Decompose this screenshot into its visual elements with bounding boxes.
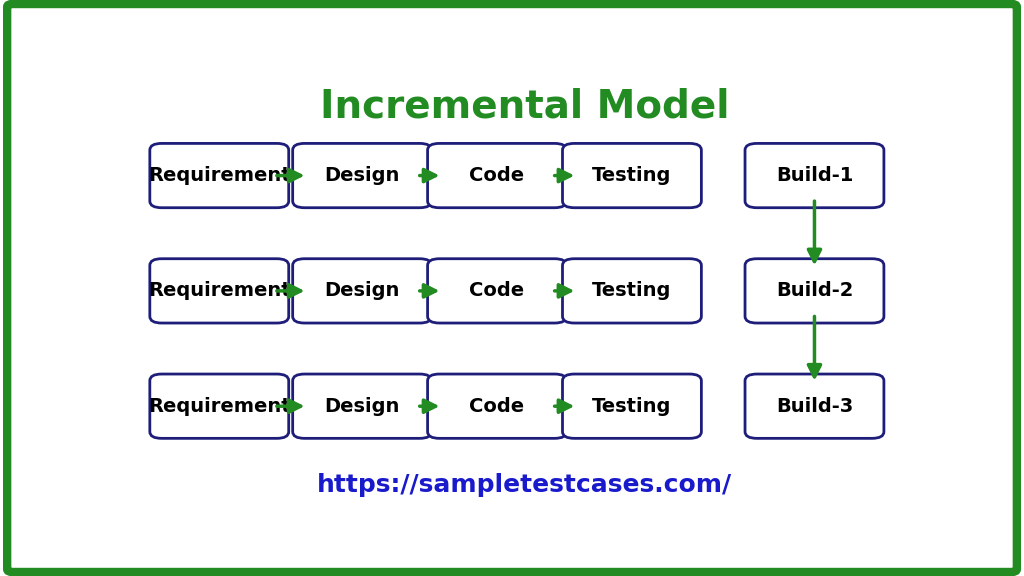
- Text: Design: Design: [325, 166, 399, 185]
- FancyBboxPatch shape: [745, 374, 884, 438]
- Text: Code: Code: [469, 166, 524, 185]
- FancyBboxPatch shape: [150, 259, 289, 323]
- Text: Testing: Testing: [592, 282, 672, 300]
- FancyBboxPatch shape: [562, 374, 701, 438]
- Text: Testing: Testing: [592, 397, 672, 416]
- Text: Build-3: Build-3: [776, 397, 853, 416]
- FancyBboxPatch shape: [745, 143, 884, 208]
- Text: Code: Code: [469, 282, 524, 300]
- FancyBboxPatch shape: [562, 143, 701, 208]
- Text: Design: Design: [325, 282, 399, 300]
- FancyBboxPatch shape: [428, 259, 566, 323]
- Text: Requirement: Requirement: [147, 166, 291, 185]
- Text: Build-1: Build-1: [776, 166, 853, 185]
- Text: Requirement: Requirement: [147, 397, 291, 416]
- Text: Code: Code: [469, 397, 524, 416]
- FancyBboxPatch shape: [293, 259, 431, 323]
- Text: Incremental Model: Incremental Model: [321, 88, 729, 126]
- FancyBboxPatch shape: [150, 374, 289, 438]
- FancyBboxPatch shape: [562, 259, 701, 323]
- FancyBboxPatch shape: [745, 259, 884, 323]
- Text: https://sampletestcases.com/: https://sampletestcases.com/: [317, 473, 732, 497]
- FancyBboxPatch shape: [150, 143, 289, 208]
- Text: Build-2: Build-2: [776, 282, 853, 300]
- Text: Testing: Testing: [592, 166, 672, 185]
- FancyBboxPatch shape: [293, 143, 431, 208]
- Text: Requirement: Requirement: [147, 282, 291, 300]
- Text: Design: Design: [325, 397, 399, 416]
- FancyBboxPatch shape: [293, 374, 431, 438]
- FancyBboxPatch shape: [428, 143, 566, 208]
- FancyBboxPatch shape: [428, 374, 566, 438]
